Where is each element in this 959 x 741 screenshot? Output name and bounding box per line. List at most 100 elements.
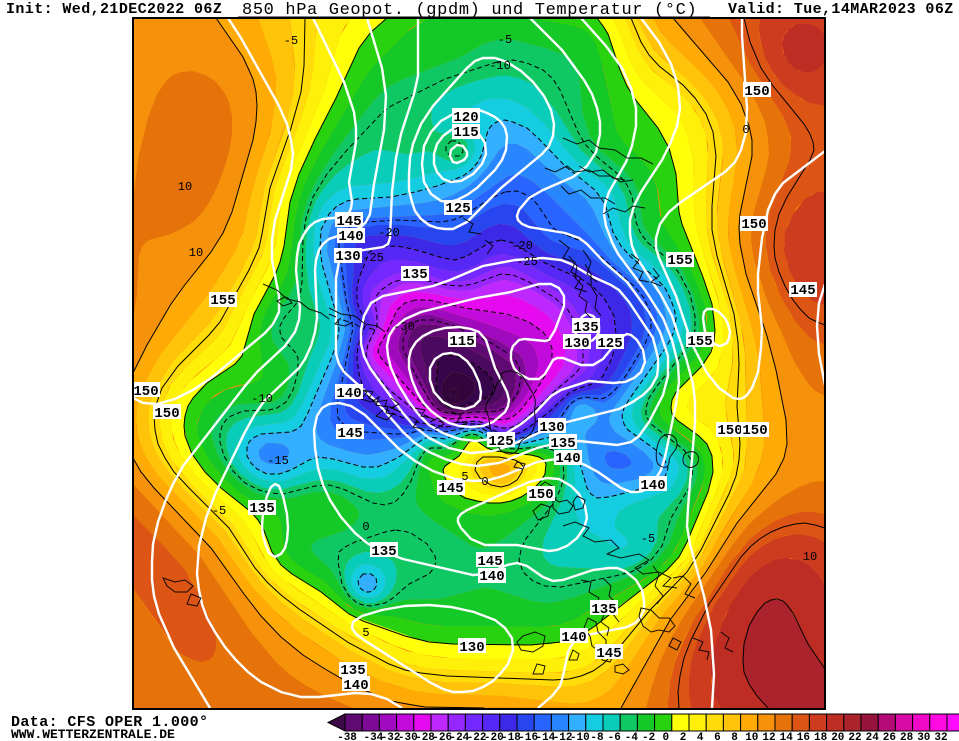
svg-text:145: 145 (477, 554, 502, 570)
svg-text:10: 10 (745, 732, 758, 741)
svg-text:140: 140 (336, 386, 361, 402)
svg-text:130: 130 (564, 336, 589, 352)
svg-text:-4: -4 (625, 732, 639, 741)
svg-text:145: 145 (438, 481, 463, 497)
svg-text:140: 140 (555, 451, 580, 467)
svg-text:135: 135 (371, 544, 396, 560)
svg-text:-22: -22 (467, 732, 487, 741)
svg-text:155: 155 (667, 253, 692, 269)
svg-text:0: 0 (362, 520, 369, 534)
svg-text:135: 135 (573, 320, 598, 336)
svg-text:145: 145 (790, 283, 815, 299)
svg-text:150: 150 (742, 423, 767, 439)
svg-text:140: 140 (561, 630, 586, 646)
svg-text:5: 5 (461, 470, 468, 484)
svg-text:-5: -5 (498, 33, 512, 47)
svg-text:28: 28 (900, 732, 914, 741)
svg-text:145: 145 (336, 214, 361, 230)
svg-text:Init: Wed,21DEC2022 06Z: Init: Wed,21DEC2022 06Z (6, 1, 222, 18)
svg-text:150: 150 (741, 217, 766, 233)
svg-text:145: 145 (596, 646, 621, 662)
svg-text:30: 30 (917, 732, 930, 741)
svg-text:125: 125 (445, 201, 470, 217)
svg-text:145: 145 (337, 426, 362, 442)
svg-text:0: 0 (742, 123, 749, 137)
svg-text:-15: -15 (267, 454, 289, 468)
svg-text:140: 140 (479, 569, 504, 585)
svg-text:150: 150 (528, 487, 553, 503)
svg-text:140: 140 (338, 229, 363, 245)
svg-text:10: 10 (189, 246, 203, 260)
svg-text:130: 130 (459, 640, 484, 656)
svg-text:0: 0 (662, 732, 669, 741)
svg-text:-10: -10 (251, 392, 273, 406)
svg-text:-5: -5 (641, 532, 655, 546)
svg-text:2: 2 (680, 732, 687, 741)
svg-text:32: 32 (934, 732, 947, 741)
svg-text:155: 155 (210, 293, 235, 309)
svg-text:125: 125 (488, 434, 513, 450)
svg-text:-20: -20 (511, 239, 533, 253)
svg-text:12: 12 (762, 732, 775, 741)
svg-text:135: 135 (402, 267, 427, 283)
svg-text:-5: -5 (212, 504, 226, 518)
svg-text:150: 150 (154, 406, 179, 422)
svg-text:155: 155 (687, 334, 712, 350)
svg-text:-38: -38 (337, 732, 357, 741)
svg-text:26: 26 (883, 732, 896, 741)
svg-text:8: 8 (731, 732, 738, 741)
svg-text:-18: -18 (501, 732, 521, 741)
svg-text:-10: -10 (570, 732, 590, 741)
svg-text:-28: -28 (415, 732, 435, 741)
svg-text:-8: -8 (590, 732, 604, 741)
svg-text:-25: -25 (516, 255, 538, 269)
svg-text:-10: -10 (489, 59, 511, 73)
svg-text:14: 14 (780, 732, 794, 741)
svg-text:-34: -34 (363, 732, 383, 741)
svg-text:-12: -12 (553, 732, 573, 741)
svg-text:-30: -30 (398, 732, 418, 741)
svg-text:WWW.WETTERZENTRALE.DE: WWW.WETTERZENTRALE.DE (11, 727, 175, 741)
svg-text:150: 150 (717, 423, 742, 439)
svg-text:0: 0 (481, 475, 488, 489)
svg-text:-20: -20 (484, 732, 504, 741)
svg-text:-25: -25 (362, 251, 384, 265)
svg-text:-14: -14 (535, 732, 555, 741)
svg-text:150: 150 (744, 84, 769, 100)
svg-text:140: 140 (343, 678, 368, 694)
svg-text:125: 125 (597, 336, 622, 352)
svg-text:115: 115 (453, 125, 478, 141)
svg-text:135: 135 (550, 436, 575, 452)
svg-text:Valid: Tue,14MAR2023 06Z: Valid: Tue,14MAR2023 06Z (728, 1, 954, 18)
svg-text:-6: -6 (608, 732, 621, 741)
svg-text:-5: -5 (284, 34, 298, 48)
svg-text:-20: -20 (378, 226, 400, 240)
svg-text:-30: -30 (393, 320, 415, 334)
svg-text:6: 6 (714, 732, 721, 741)
svg-text:135: 135 (340, 663, 365, 679)
svg-text:130: 130 (539, 420, 564, 436)
svg-text:18: 18 (814, 732, 828, 741)
svg-text:Data: CFS OPER 1.000°: Data: CFS OPER 1.000° (11, 714, 208, 731)
svg-text:-2: -2 (642, 732, 655, 741)
svg-text:4: 4 (697, 732, 704, 741)
svg-text:-24: -24 (449, 732, 469, 741)
svg-text:10: 10 (803, 550, 817, 564)
svg-text:-26: -26 (432, 732, 452, 741)
svg-text:-32: -32 (381, 732, 401, 741)
svg-text:22: 22 (848, 732, 861, 741)
svg-text:-16: -16 (518, 732, 538, 741)
svg-text:140: 140 (640, 478, 665, 494)
svg-text:16: 16 (797, 732, 810, 741)
svg-text:10: 10 (178, 180, 192, 194)
svg-text:24: 24 (866, 732, 880, 741)
svg-text:130: 130 (335, 249, 360, 265)
svg-text:20: 20 (831, 732, 844, 741)
svg-text:135: 135 (591, 602, 616, 618)
svg-text:120: 120 (453, 110, 478, 126)
svg-text:5: 5 (362, 626, 369, 640)
svg-text:850 hPa Geopot. (gpdm) und Tem: 850 hPa Geopot. (gpdm) und Temperatur (°… (242, 1, 697, 20)
svg-text:115: 115 (449, 334, 474, 350)
svg-text:135: 135 (249, 501, 274, 517)
svg-text:150: 150 (133, 384, 158, 400)
